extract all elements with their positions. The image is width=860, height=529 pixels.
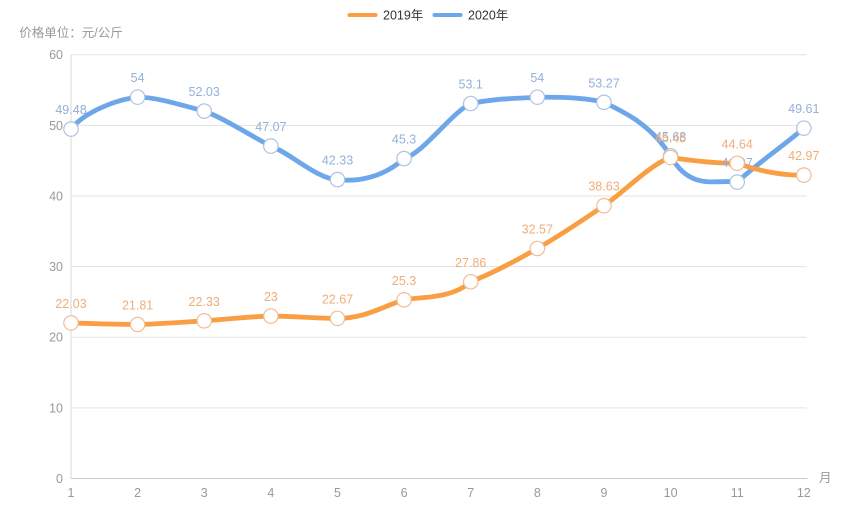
svg-text:60: 60 [49,48,63,62]
svg-text:价格单位：元/公斤: 价格单位：元/公斤 [19,25,122,40]
svg-text:7: 7 [467,486,474,500]
svg-text:22.03: 22.03 [55,297,86,311]
svg-text:10: 10 [664,486,678,500]
svg-text:50: 50 [49,119,63,133]
svg-text:12: 12 [797,486,811,500]
svg-text:22.67: 22.67 [322,292,353,306]
svg-text:3: 3 [201,486,208,500]
svg-text:54: 54 [530,71,544,85]
svg-text:53.27: 53.27 [588,76,619,90]
svg-text:月: 月 [819,471,832,485]
svg-text:6: 6 [401,486,408,500]
svg-text:45.68: 45.68 [655,130,686,144]
svg-text:22.33: 22.33 [189,295,220,309]
svg-text:1: 1 [68,486,75,500]
svg-text:42.33: 42.33 [322,154,353,168]
svg-text:45.45: 45.45 [655,132,686,146]
svg-text:38.63: 38.63 [588,180,619,194]
svg-text:2020年: 2020年 [468,9,508,23]
svg-text:8: 8 [534,486,541,500]
svg-text:42.97: 42.97 [788,149,819,163]
svg-text:4: 4 [267,486,274,500]
svg-text:0: 0 [56,472,63,486]
svg-text:21.81: 21.81 [122,299,153,313]
svg-text:32.57: 32.57 [522,223,553,237]
svg-text:10: 10 [49,401,63,415]
svg-text:47.07: 47.07 [255,120,286,134]
svg-text:54: 54 [131,71,145,85]
svg-text:11: 11 [731,486,744,500]
svg-text:45.3: 45.3 [392,133,416,147]
svg-text:2: 2 [134,486,141,500]
svg-text:30: 30 [49,260,63,274]
svg-text:53.1: 53.1 [459,78,483,92]
svg-text:23: 23 [264,290,278,304]
svg-text:27.86: 27.86 [455,256,486,270]
svg-text:20: 20 [49,331,63,345]
svg-text:5: 5 [334,486,341,500]
svg-text:49.61: 49.61 [788,102,819,116]
svg-text:40: 40 [49,189,63,203]
svg-text:25.3: 25.3 [392,274,416,288]
svg-text:49.48: 49.48 [55,103,86,117]
svg-text:9: 9 [601,486,608,500]
svg-text:52.03: 52.03 [189,85,220,99]
svg-text:44.64: 44.64 [722,137,753,151]
svg-text:2019年: 2019年 [383,9,423,23]
